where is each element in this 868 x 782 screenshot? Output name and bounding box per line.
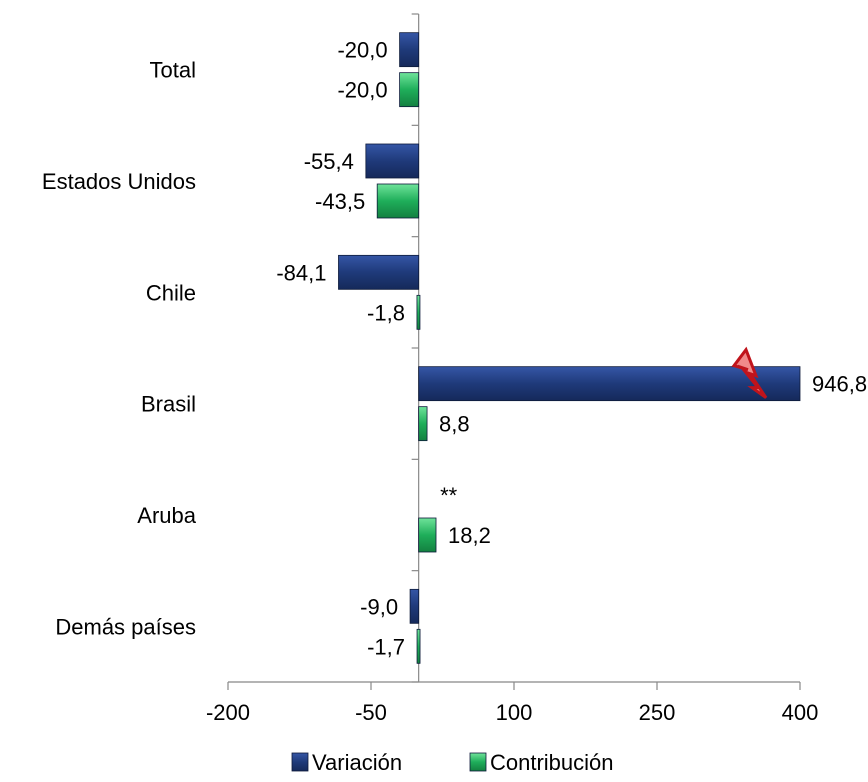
category-label-aruba: Aruba [137,503,196,528]
bar-variacion-estados-unidos [365,143,420,179]
category-label-brasil: Brasil [141,392,196,417]
axes [227,13,801,690]
tick-label: 400 [782,700,819,725]
tick-label: -200 [206,700,250,725]
bar-variacion-chile [338,254,420,290]
bar-variacion-total [399,32,420,68]
legend-swatch-variacion [291,752,309,772]
data-label-contribucion-brasil: 8,8 [439,412,470,437]
data-label-variacion-estados-unidos: -55,4 [304,149,354,174]
data-label-contribucion-demas-paises: -1,7 [367,634,405,659]
category-label-total: Total [150,58,196,83]
data-label-contribucion-aruba: 18,2 [448,523,491,548]
bar-contribucion-chile [416,294,421,330]
category-labels: Total Estados Unidos Chile Brasil Aruba Demás… [42,58,197,640]
data-label-variacion-chile: -84,1 [276,260,326,285]
bars [338,32,801,664]
legend: Variación Contribución [291,750,614,775]
data-label-variacion-aruba: ** [440,483,458,508]
tick-label: -50 [355,700,387,725]
bar-contribucion-brasil [418,406,428,442]
data-label-contribucion-chile: -1,8 [367,300,405,325]
data-label-variacion-total: -20,0 [337,38,387,63]
category-label-estados-unidos: Estados Unidos [42,169,196,194]
data-labels: -20,0 -55,4 -84,1 946,8 ** -9,0 -20,0 -43,5 -1,8… [276,38,867,660]
legend-swatch-contribucion [469,752,487,772]
tick-labels: -200 -50 100 250 400 [206,700,818,725]
bar-contribucion-estados-unidos [376,183,420,219]
category-label-chile: Chile [146,280,196,305]
axis-break-icon [731,346,768,399]
legend-label-contribucion: Contribución [490,750,614,775]
bar-contribucion-total [399,72,420,108]
bar-variacion-demas-paises [409,588,420,624]
legend-label-variacion: Variación [312,750,402,775]
data-label-variacion-demas-paises: -9,0 [360,594,398,619]
data-label-contribucion-total: -20,0 [337,78,387,103]
tick-label: 250 [639,700,676,725]
bar-contribucion-demas-paises [416,628,421,664]
bar-variacion-brasil [418,366,801,402]
data-label-variacion-brasil: 946,8 [812,372,867,397]
tick-label: 100 [496,700,533,725]
bar-contribucion-aruba [418,517,437,553]
category-label-demas-paises: Demás países [55,614,196,639]
data-label-contribucion-estados-unidos: -43,5 [315,189,365,214]
